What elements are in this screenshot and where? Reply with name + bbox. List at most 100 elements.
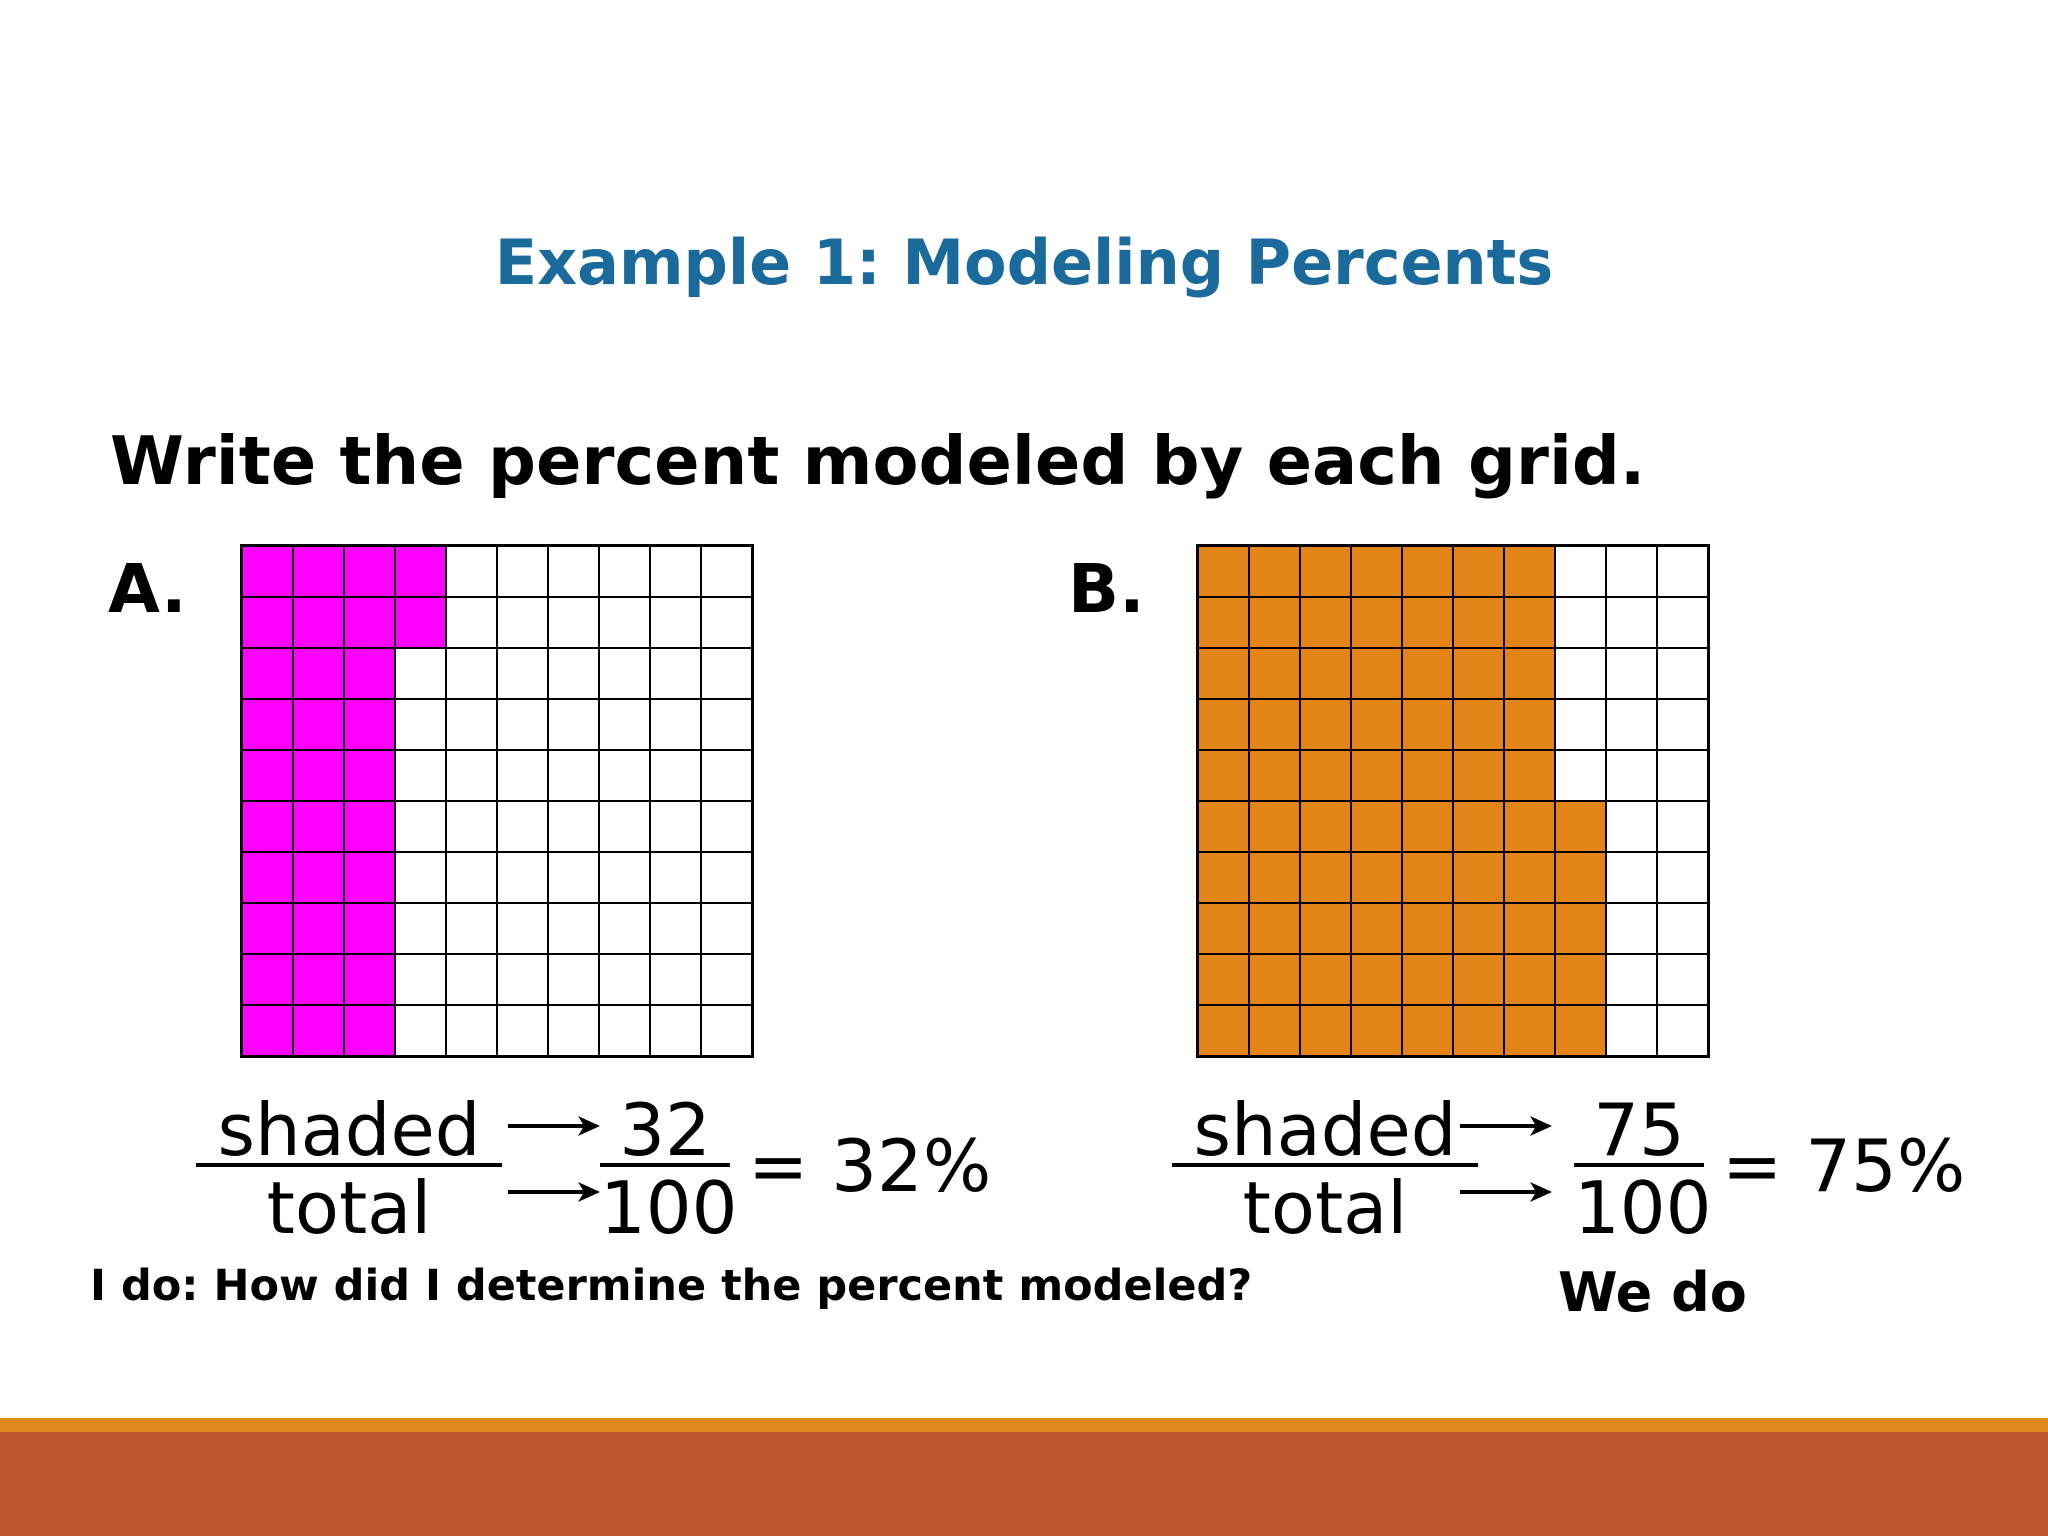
grid-cell bbox=[446, 699, 497, 750]
i-do-prompt: I do: How did I determine the percent mo… bbox=[90, 1261, 1253, 1311]
grid-cell bbox=[701, 750, 752, 801]
grid-cell bbox=[548, 648, 599, 699]
grid-cell-shaded bbox=[1300, 801, 1351, 852]
instruction-text: Write the percent modeled by each grid. bbox=[110, 422, 1646, 500]
grid-cell-shaded bbox=[1504, 546, 1555, 597]
grid-cell bbox=[1657, 801, 1708, 852]
grid-cell-shaded bbox=[293, 852, 344, 903]
grid-cell-shaded bbox=[1198, 903, 1249, 954]
grid-cell bbox=[497, 648, 548, 699]
fraction-b-denominator: 100 bbox=[1574, 1166, 1712, 1250]
grid-cell bbox=[701, 597, 752, 648]
grid-cell-shaded bbox=[1453, 852, 1504, 903]
grid-cell-shaded bbox=[293, 801, 344, 852]
grid-cell-shaded bbox=[1453, 699, 1504, 750]
fraction-a-number-bar bbox=[600, 1163, 730, 1167]
grid-cell-shaded bbox=[1402, 954, 1453, 1005]
grid-cell-shaded bbox=[242, 648, 293, 699]
grid-cell bbox=[497, 699, 548, 750]
grid-cell-shaded bbox=[1351, 903, 1402, 954]
grid-cell bbox=[395, 648, 446, 699]
grid-cell-shaded bbox=[344, 546, 395, 597]
grid-cell-shaded bbox=[293, 1005, 344, 1056]
grid-cell-shaded bbox=[293, 750, 344, 801]
grid-cell-shaded bbox=[1249, 852, 1300, 903]
grid-cell bbox=[548, 1005, 599, 1056]
grid-cell-shaded bbox=[1351, 597, 1402, 648]
grid-cell-shaded bbox=[1555, 852, 1606, 903]
grid-cell bbox=[395, 750, 446, 801]
grid-cell bbox=[1606, 903, 1657, 954]
grid-cell bbox=[701, 903, 752, 954]
grid-cell bbox=[395, 903, 446, 954]
grid-cell-shaded bbox=[1351, 852, 1402, 903]
grid-cell bbox=[446, 597, 497, 648]
grid-cell-shaded bbox=[1453, 546, 1504, 597]
arrow-icon bbox=[1460, 1182, 1552, 1202]
grid-cell bbox=[548, 750, 599, 801]
grid-cell bbox=[548, 801, 599, 852]
grid-cell bbox=[1555, 648, 1606, 699]
arrow-icon bbox=[1460, 1116, 1552, 1136]
grid-cell-shaded bbox=[293, 699, 344, 750]
grid-cell bbox=[446, 801, 497, 852]
grid-cell-shaded bbox=[395, 597, 446, 648]
grid-cell-shaded bbox=[1198, 852, 1249, 903]
grid-cell bbox=[497, 750, 548, 801]
grid-cell bbox=[701, 954, 752, 1005]
grid-cell-shaded bbox=[1300, 648, 1351, 699]
grid-cell-shaded bbox=[1198, 801, 1249, 852]
grid-cell bbox=[446, 852, 497, 903]
grid-cell-shaded bbox=[344, 801, 395, 852]
grid-cell-shaded bbox=[1198, 1005, 1249, 1056]
grid-cell-shaded bbox=[1198, 546, 1249, 597]
grid-cell-shaded bbox=[1351, 1005, 1402, 1056]
grid-cell-shaded bbox=[1402, 597, 1453, 648]
grid-cell-shaded bbox=[1555, 1005, 1606, 1056]
grid-cell bbox=[446, 648, 497, 699]
grid-cell-shaded bbox=[242, 597, 293, 648]
grid-cell bbox=[446, 1005, 497, 1056]
grid-cell-shaded bbox=[344, 954, 395, 1005]
grid-cell-shaded bbox=[1198, 648, 1249, 699]
grid-cell bbox=[599, 750, 650, 801]
grid-cell-shaded bbox=[293, 903, 344, 954]
grid-cell bbox=[395, 954, 446, 1005]
grid-cell-shaded bbox=[293, 954, 344, 1005]
grid-cell-shaded bbox=[1453, 648, 1504, 699]
grid-cell bbox=[650, 852, 701, 903]
grid-cell-shaded bbox=[1402, 903, 1453, 954]
fraction-b-number-bar bbox=[1574, 1163, 1704, 1167]
grid-cell-shaded bbox=[1504, 903, 1555, 954]
grid-cell-shaded bbox=[344, 750, 395, 801]
grid-cell-shaded bbox=[242, 903, 293, 954]
grid-cell bbox=[1657, 597, 1708, 648]
grid-cell bbox=[548, 546, 599, 597]
grid-cell-shaded bbox=[1453, 954, 1504, 1005]
grid-cell bbox=[497, 1005, 548, 1056]
grid-cell bbox=[599, 546, 650, 597]
grid-cell bbox=[701, 699, 752, 750]
grid-b-label: B. bbox=[1068, 550, 1145, 628]
grid-cell-shaded bbox=[1198, 699, 1249, 750]
grid-cell-shaded bbox=[1504, 801, 1555, 852]
grid-cell-shaded bbox=[344, 852, 395, 903]
grid-cell-shaded bbox=[1300, 750, 1351, 801]
grid-cell-shaded bbox=[1249, 903, 1300, 954]
grid-cell-shaded bbox=[242, 1005, 293, 1056]
grid-cell-shaded bbox=[1300, 903, 1351, 954]
grid-cell-shaded bbox=[293, 597, 344, 648]
arrow-icon bbox=[508, 1182, 600, 1202]
we-do-label: We do bbox=[1558, 1261, 1747, 1324]
grid-cell-shaded bbox=[1402, 1005, 1453, 1056]
grid-cell bbox=[1657, 699, 1708, 750]
fraction-b-result: = 75% bbox=[1722, 1124, 1966, 1208]
footer-band bbox=[0, 1432, 2048, 1536]
grid-cell-shaded bbox=[1351, 648, 1402, 699]
grid-cell-shaded bbox=[1453, 903, 1504, 954]
grid-cell-shaded bbox=[242, 699, 293, 750]
grid-cell bbox=[1555, 597, 1606, 648]
grid-cell bbox=[650, 954, 701, 1005]
fraction-a-denominator-word: total bbox=[266, 1166, 432, 1250]
grid-cell-shaded bbox=[1300, 546, 1351, 597]
